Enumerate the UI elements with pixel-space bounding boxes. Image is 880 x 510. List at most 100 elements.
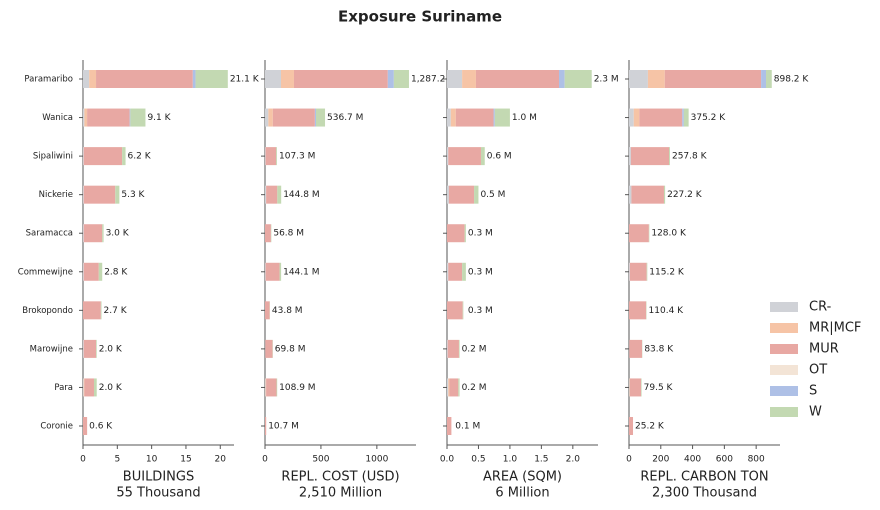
y-tick-label: Brokopondo <box>22 306 73 316</box>
bar-segment <box>96 70 193 88</box>
bar-segment <box>265 417 267 435</box>
x-axis-subtitle: 6 Million <box>495 486 549 501</box>
bar-segment <box>265 262 280 281</box>
bar-segment <box>646 262 648 281</box>
x-tick-label: 600 <box>716 455 733 465</box>
total-label: 128.0 K <box>651 229 687 239</box>
bar-segment <box>447 108 451 127</box>
total-label: 2.0 K <box>99 383 123 393</box>
bar-segment <box>683 108 689 127</box>
total-label: 0.3 M <box>468 306 493 316</box>
bar-segment <box>265 262 266 281</box>
y-tick-label: Para <box>54 383 73 393</box>
total-label: 9.1 K <box>147 113 171 123</box>
bar-segment <box>83 224 84 243</box>
legend-label: W <box>809 405 822 420</box>
bar-segment <box>447 224 465 243</box>
bar-segment <box>265 224 271 243</box>
bar-segment <box>83 185 116 204</box>
bar-segment <box>447 262 449 281</box>
total-label: 25.2 K <box>635 422 665 432</box>
bar-segment <box>629 224 649 243</box>
x-tick-label: 1.5 <box>534 455 548 465</box>
total-label: 10.7 M <box>268 422 299 432</box>
bar-segment <box>192 70 196 88</box>
bar-segment <box>265 108 269 127</box>
bar-segment <box>280 70 294 88</box>
x-tick-label: 15 <box>180 455 191 465</box>
bar-segment <box>647 70 665 88</box>
bar-segment <box>96 339 97 358</box>
total-label: 1.0 M <box>512 113 537 123</box>
total-label: 0.3 M <box>468 229 493 239</box>
y-tick-label: Nickerie <box>39 190 73 200</box>
bar-segment <box>387 70 394 88</box>
bar-segment <box>83 147 123 166</box>
total-label: 43.8 M <box>272 306 303 316</box>
bar-segment <box>265 339 273 358</box>
bar-segment <box>129 108 131 127</box>
bar-segment <box>558 70 565 88</box>
y-tick-label: Coronie <box>40 422 73 432</box>
total-label: 257.8 K <box>672 152 708 162</box>
bar-segment <box>448 147 481 166</box>
bar-segment <box>629 417 634 435</box>
total-label: 144.1 M <box>283 267 319 277</box>
bar-segment <box>629 378 642 397</box>
total-label: 69.8 M <box>275 344 306 354</box>
bar-segment <box>266 378 277 397</box>
bar-segment <box>89 70 97 88</box>
bar-segment <box>494 108 510 127</box>
y-tick-label: Sipaliwini <box>33 152 73 162</box>
total-label: 110.4 K <box>649 306 685 316</box>
x-tick-label: 400 <box>684 455 701 465</box>
bar-segment <box>447 147 449 166</box>
legend-label: OT <box>809 363 827 378</box>
total-label: 21.1 K <box>230 75 260 85</box>
bar-segment <box>83 378 84 397</box>
bar-segment <box>115 185 120 204</box>
bar-segment <box>265 301 270 320</box>
legend-swatch <box>770 386 798 396</box>
bar-segment <box>455 108 494 127</box>
x-tick-label: 2.0 <box>566 455 581 465</box>
bar-segment <box>279 262 282 281</box>
bar-segment <box>87 108 130 127</box>
total-label: 2.3 M <box>594 75 619 85</box>
bar-segment <box>122 147 126 166</box>
total-label: 0.6 M <box>487 152 512 162</box>
bar-segment <box>83 185 84 204</box>
bar-segment <box>268 108 273 127</box>
legend-swatch <box>770 407 798 417</box>
bar-segment <box>630 147 670 166</box>
bar-segment <box>480 147 485 166</box>
bar-segment <box>663 185 666 204</box>
bar-segment <box>265 147 277 166</box>
x-tick-label: 1000 <box>365 455 388 465</box>
total-label: 107.3 M <box>279 152 315 162</box>
x-tick-label: 5 <box>114 455 120 465</box>
bar-segment <box>448 378 450 397</box>
bar-segment <box>664 70 762 88</box>
chart-title: Exposure Suriname <box>338 8 502 26</box>
legend-swatch <box>770 344 798 354</box>
bar-segment <box>83 224 103 243</box>
bar-segment <box>633 108 640 127</box>
total-label: 0.1 M <box>455 422 480 432</box>
total-label: 0.6 K <box>89 422 113 432</box>
total-label: 2.8 K <box>104 267 128 277</box>
bar-segment <box>447 70 463 88</box>
bar-segment <box>83 262 84 281</box>
bar-segment <box>639 108 683 127</box>
x-tick-label: 200 <box>652 455 669 465</box>
x-tick-label: 800 <box>748 455 765 465</box>
bar-segment <box>449 378 459 397</box>
bar-segment <box>276 378 278 397</box>
bar-segment <box>629 70 648 88</box>
total-label: 0.2 M <box>462 383 487 393</box>
x-axis-label: AREA (SQM) <box>483 470 562 485</box>
bar-segment <box>448 185 475 204</box>
legend-label: S <box>809 384 817 399</box>
total-label: 83.8 K <box>644 344 674 354</box>
bar-segment <box>629 147 631 166</box>
